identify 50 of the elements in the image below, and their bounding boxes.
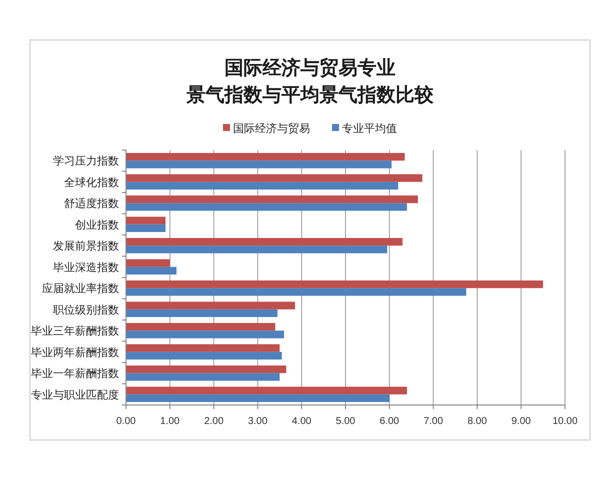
bar	[126, 373, 280, 381]
x-tick-label: 5.00	[336, 416, 356, 427]
bar	[126, 266, 176, 275]
y-tick-label: 毕业一年薪酬指数	[31, 367, 119, 380]
x-tick-label: 7.00	[424, 416, 444, 427]
bar	[126, 195, 418, 204]
x-tick-label: 10.00	[552, 416, 578, 427]
y-tick-label: 毕业深造指数	[53, 260, 119, 274]
bar	[126, 344, 280, 352]
bar	[126, 246, 388, 254]
bar	[126, 386, 407, 394]
x-tick-label: 2.00	[204, 416, 224, 427]
legend-label: 国际经济与贸易	[233, 122, 310, 135]
bar	[126, 288, 466, 296]
bar	[126, 365, 286, 374]
y-tick-label: 毕业两年薪酬指数	[31, 346, 119, 359]
y-tick-label: 应届就业率指数	[42, 282, 119, 296]
bar	[126, 224, 166, 232]
bar	[126, 259, 170, 267]
bar	[126, 152, 405, 161]
bar	[126, 322, 276, 331]
bar	[126, 394, 390, 402]
x-tick-label: 3.00	[248, 416, 268, 427]
bar	[126, 203, 407, 211]
y-tick-label: 创业指数	[75, 218, 119, 232]
x-tick-label: 8.00	[467, 416, 488, 427]
bar	[126, 160, 392, 168]
y-tick-label: 舒适度指数	[64, 197, 119, 210]
bar	[126, 280, 544, 288]
x-tick-label: 9.00	[511, 416, 532, 427]
bar	[126, 302, 296, 310]
legend-label: 专业平均值	[342, 122, 397, 135]
bar	[126, 174, 422, 182]
bar	[126, 182, 398, 190]
y-tick-label: 毕业三年薪酬指数	[31, 324, 119, 338]
y-tick-label: 学习压力指数	[53, 154, 119, 168]
x-tick-label: 1.00	[160, 416, 180, 427]
bar	[126, 309, 278, 318]
y-tick-label: 发展前景指数	[53, 240, 119, 253]
y-tick-label: 全球化指数	[64, 176, 119, 189]
bar	[126, 352, 282, 360]
y-tick-label: 职位级别指数	[53, 304, 119, 316]
x-tick-label: 0.00	[116, 416, 136, 427]
x-tick-label: 6.00	[380, 416, 400, 427]
y-tick-label: 专业与职业匹配度	[31, 388, 119, 402]
chart-title: 国际经济与贸易专业景气指数与平均景气指数比较	[186, 57, 434, 106]
bar	[126, 216, 166, 224]
bar	[126, 238, 403, 246]
x-tick-label: 4.00	[292, 416, 312, 427]
bar	[126, 330, 284, 338]
